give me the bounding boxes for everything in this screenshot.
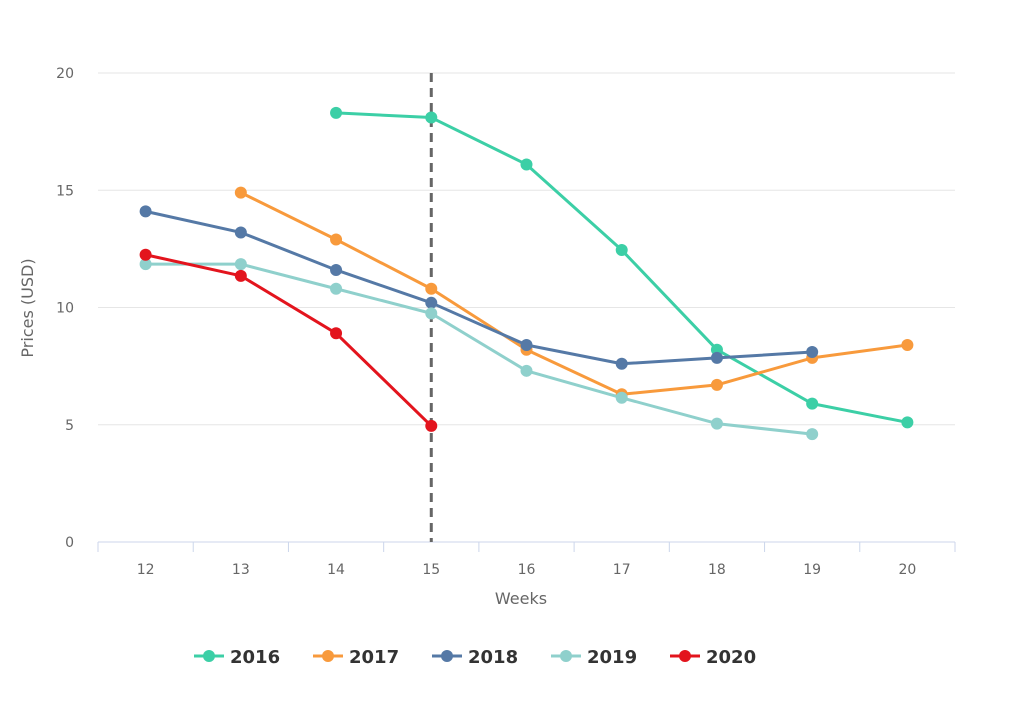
data-point-2019 (710, 417, 723, 430)
data-point-2018 (234, 226, 247, 239)
data-point-2018 (710, 351, 723, 364)
legend-marker (441, 650, 453, 662)
data-point-2017 (234, 186, 247, 199)
data-point-2016 (901, 416, 914, 429)
legend-item-2016[interactable]: 2016 (194, 647, 280, 668)
x-tick-label: 19 (803, 562, 821, 578)
series-layer (139, 106, 914, 441)
legend-marker (322, 650, 334, 662)
data-point-2019 (330, 282, 343, 295)
data-point-2018 (520, 339, 533, 352)
data-point-2020 (139, 248, 152, 261)
y-tick-label: 15 (56, 183, 74, 199)
legend-item-2017[interactable]: 2017 (313, 647, 399, 668)
series-line-2018 (145, 209, 813, 366)
data-point-2016 (520, 158, 533, 171)
data-point-2017 (710, 378, 723, 391)
data-point-2019 (234, 258, 247, 271)
series-2018 (139, 205, 819, 370)
x-tick-label: 17 (613, 562, 631, 578)
legend-label: 2016 (230, 647, 280, 668)
data-point-2019 (615, 391, 628, 404)
data-point-2019 (806, 428, 819, 441)
data-point-2020 (234, 269, 247, 282)
data-point-2019 (520, 364, 533, 377)
y-axis-title: Prices (USD) (18, 258, 37, 357)
legend-marker (679, 650, 691, 662)
y-tick-label: 10 (56, 301, 74, 317)
series-2020 (139, 248, 438, 432)
data-point-2018 (806, 346, 819, 359)
data-point-2017 (425, 282, 438, 295)
y-tick-label: 5 (65, 418, 74, 434)
data-point-2019 (139, 258, 152, 271)
legend-marker (560, 650, 572, 662)
data-point-2019 (425, 307, 438, 320)
series-line-2016 (335, 111, 908, 424)
data-point-2020 (330, 327, 343, 340)
x-tick-label: 13 (232, 562, 250, 578)
y-tick-label: 0 (65, 535, 74, 551)
data-point-2018 (425, 296, 438, 309)
data-point-2017 (901, 339, 914, 352)
series-2019 (139, 258, 819, 441)
legend-label: 2019 (587, 647, 637, 668)
y-tick-label: 20 (56, 66, 74, 82)
legend-item-2019[interactable]: 2019 (551, 647, 637, 668)
x-tick-label: 14 (327, 562, 345, 578)
legend-item-2018[interactable]: 2018 (432, 647, 518, 668)
data-point-2020 (425, 419, 438, 432)
x-tick-label: 20 (898, 562, 916, 578)
data-point-2016 (615, 244, 628, 257)
x-tick-label: 15 (422, 562, 440, 578)
data-point-2016 (806, 397, 819, 410)
series-line-2020 (145, 253, 433, 427)
legend-label: 2020 (706, 647, 756, 668)
legend-marker (203, 650, 215, 662)
data-point-2016 (425, 111, 438, 124)
x-axis-title: Weeks (495, 589, 547, 608)
x-tick-label: 12 (137, 562, 155, 578)
data-point-2017 (330, 233, 343, 246)
data-point-2018 (615, 357, 628, 370)
legend-label: 2018 (468, 647, 518, 668)
series-line-2019 (145, 262, 813, 436)
x-tick-label: 16 (518, 562, 536, 578)
legend-label: 2017 (349, 647, 399, 668)
axes: 0 5 10 15 20 12 13 14 15 16 17 18 19 20 (56, 66, 956, 578)
legend-item-2020[interactable]: 2020 (670, 647, 756, 668)
data-point-2018 (330, 263, 343, 276)
series-line-2017 (240, 191, 908, 396)
data-point-2016 (710, 343, 723, 356)
series-2016 (330, 106, 914, 429)
data-point-2018 (139, 205, 152, 218)
data-point-2016 (330, 106, 343, 119)
legend: 2016 2017 2018 2019 2020 (194, 647, 756, 668)
x-tick-label: 18 (708, 562, 726, 578)
